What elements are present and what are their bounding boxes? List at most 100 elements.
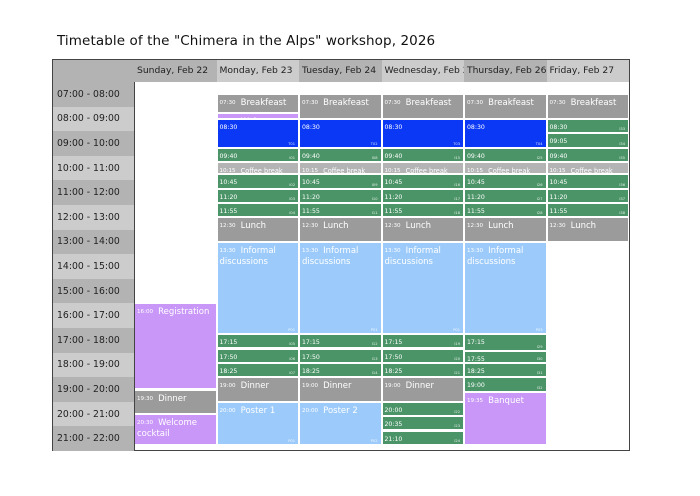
event-block-talk[interactable]: 20:00 I22 [381, 401, 464, 417]
event-block-talk[interactable]: 11:20 I17 [381, 188, 464, 203]
event-block-talk[interactable]: 21:10 I24 [381, 430, 464, 445]
event-start-time: 10:45 [219, 179, 238, 187]
event-start-time: 17:50 [219, 353, 238, 361]
event-code: I21 [454, 371, 460, 376]
event-block-social[interactable]: 19:35 Banquet [464, 391, 547, 445]
event-block-talk[interactable]: 11:55 I11 [299, 202, 382, 218]
event-block-meal[interactable]: 07:30 Breakfeast [299, 94, 382, 119]
event-block-coffee[interactable]: 10:15 Coffee break [381, 161, 464, 175]
event-block-discussion[interactable]: 13:30 Informal discussions P01 [299, 241, 382, 335]
event-block-talk[interactable]: 18:25 I14 [299, 362, 382, 378]
event-block-talk[interactable]: 11:55 I28 [464, 202, 547, 218]
event-start-time: 18:25 [467, 367, 485, 375]
event-block-discussion[interactable]: 20:00 Poster 1 P01 [216, 401, 299, 445]
event-start-time: 10:45 [467, 179, 485, 187]
event-block-talk[interactable]: 10:45 I36 [546, 174, 629, 189]
event-block-social[interactable]: 20:30 Welcome cocktail [134, 414, 217, 445]
event-block-meal[interactable]: 07:30 Breakfeast [216, 94, 299, 113]
event-block-talk[interactable]: 10:45 I02 [216, 174, 299, 189]
event-block-talk[interactable]: 10:45 I26 [464, 174, 547, 189]
event-name: Poster 2 [323, 405, 358, 416]
event-start-time: 11:55 [384, 207, 403, 215]
event-block-discussion[interactable]: 20:00 Poster 2 P02 [299, 401, 382, 445]
event-block-talk[interactable]: 17:15 I19 [381, 334, 464, 349]
event-block-meal[interactable]: 12:30 Lunch [216, 217, 299, 242]
time-slot-label: 09:00 - 10:00 [53, 131, 134, 156]
event-block-meal[interactable]: 12:30 Lunch [546, 217, 629, 242]
event-code: I25 [536, 155, 543, 160]
event-block-meal[interactable]: 12:30 Lunch [299, 217, 382, 242]
event-block-coffee[interactable]: 10:15 Coffee break [464, 161, 547, 175]
event-start-time: 11:20 [302, 193, 320, 201]
event-block-talk[interactable]: 18:25 I07 [216, 362, 299, 378]
event-block-talk[interactable]: 10:45 I09 [299, 174, 382, 189]
event-start-time: 07:30 [302, 100, 319, 107]
time-slot-label: 17:00 - 18:00 [53, 328, 134, 353]
event-block-coffee[interactable]: 10:15 Coffee break [216, 161, 299, 175]
event-block-talk[interactable]: 11:55 I04 [216, 202, 299, 218]
event-block-talk[interactable]: 09:05 I34 [546, 133, 629, 148]
event-code: I35 [619, 155, 625, 160]
event-block-talk[interactable]: 11:20 I37 [546, 188, 629, 203]
event-block-talk[interactable]: 18:25 I21 [381, 362, 464, 378]
event-block-meal[interactable]: 07:30 Breakfeast [464, 94, 547, 119]
event-block-meal[interactable]: 12:30 Lunch [464, 217, 547, 242]
event-block-meal[interactable]: 19:00 Dinner [299, 377, 382, 402]
event-code: I38 [619, 211, 625, 216]
event-block-discussion[interactable]: 13:30 Informal discussions P01 [381, 241, 464, 335]
event-name: Breakfeast [405, 98, 452, 109]
event-block-talk[interactable]: 18:25 I31 [464, 362, 547, 378]
event-heading: 13:30 Informal discussions [465, 243, 546, 267]
event-block-talk[interactable]: 20:35 I23 [381, 416, 464, 431]
event-block-discussion[interactable]: 13:30 Informal discussions P01 [216, 241, 299, 335]
event-block-keynote[interactable]: 08:30 T03 [381, 118, 464, 148]
event-block-talk[interactable]: 17:15 I12 [299, 334, 382, 349]
event-heading: 17:15 [218, 335, 299, 347]
event-block-keynote[interactable]: 08:30 T04 [464, 118, 547, 148]
event-start-time: 17:50 [384, 353, 403, 361]
event-name: Registration [158, 307, 210, 318]
event-block-talk[interactable]: 09:40 I08 [299, 147, 382, 162]
event-block-social[interactable]: 08:15Welcome Address [216, 112, 299, 119]
event-block-talk[interactable]: 17:15 I29 [464, 334, 547, 351]
event-block-meal[interactable]: 19:00 Dinner [381, 377, 464, 402]
event-block-talk[interactable]: 09:40 I15 [381, 147, 464, 162]
event-code: I36 [619, 182, 625, 187]
event-heading: 09:40 [548, 149, 629, 161]
event-block-talk[interactable]: 09:40 I35 [546, 147, 629, 162]
event-block-meal[interactable]: 19:00 Dinner [216, 377, 299, 402]
event-block-meal[interactable]: 07:30 Breakfeast [381, 94, 464, 119]
event-block-talk[interactable]: 17:50 I20 [381, 348, 464, 363]
event-block-coffee[interactable]: 10:15 Coffee break [546, 161, 629, 175]
event-start-time: 20:35 [384, 421, 403, 429]
event-block-talk[interactable]: 17:50 I13 [299, 348, 382, 363]
event-block-talk[interactable]: 09:40 I01 [216, 147, 299, 162]
event-block-coffee[interactable]: 10:15 Coffee break [299, 161, 382, 175]
event-code: I24 [454, 438, 460, 443]
event-block-social[interactable]: 16:00 Registration [134, 303, 217, 390]
event-block-talk[interactable]: 10:45 I16 [381, 174, 464, 189]
event-block-meal[interactable]: 12:30 Lunch [381, 217, 464, 242]
event-block-talk[interactable]: 11:20 I10 [299, 188, 382, 203]
event-block-talk[interactable]: 08:30 I33 [546, 118, 629, 134]
event-block-talk[interactable]: 17:50 I06 [216, 348, 299, 363]
event-start-time: 10:45 [384, 179, 403, 187]
event-block-talk[interactable]: 11:55 I18 [381, 202, 464, 218]
event-code: T03 [453, 141, 460, 146]
event-code: I29 [536, 344, 543, 349]
event-block-talk[interactable]: 17:15 I05 [216, 334, 299, 349]
event-block-talk[interactable]: 19:00 I32 [464, 377, 547, 392]
event-start-time: 10:45 [302, 179, 320, 187]
event-block-talk[interactable]: 11:20 I27 [464, 188, 547, 203]
event-block-discussion[interactable]: 13:30 Informal discussions P03 [464, 241, 547, 335]
event-block-talk[interactable]: 09:40 I25 [464, 147, 547, 162]
event-block-talk[interactable]: 11:20 I03 [216, 188, 299, 203]
event-start-time: 11:55 [302, 207, 320, 215]
event-block-meal[interactable]: 07:30 Breakfeast [546, 94, 629, 119]
event-block-talk[interactable]: 11:55 I38 [546, 202, 629, 218]
event-block-keynote[interactable]: 08:30 T01 [216, 118, 299, 148]
event-block-keynote[interactable]: 08:30 T02 [299, 118, 382, 148]
event-block-talk[interactable]: 17:55 I30 [464, 350, 547, 363]
event-block-meal[interactable]: 19:30 Dinner [134, 389, 217, 415]
event-code: I18 [454, 211, 460, 216]
